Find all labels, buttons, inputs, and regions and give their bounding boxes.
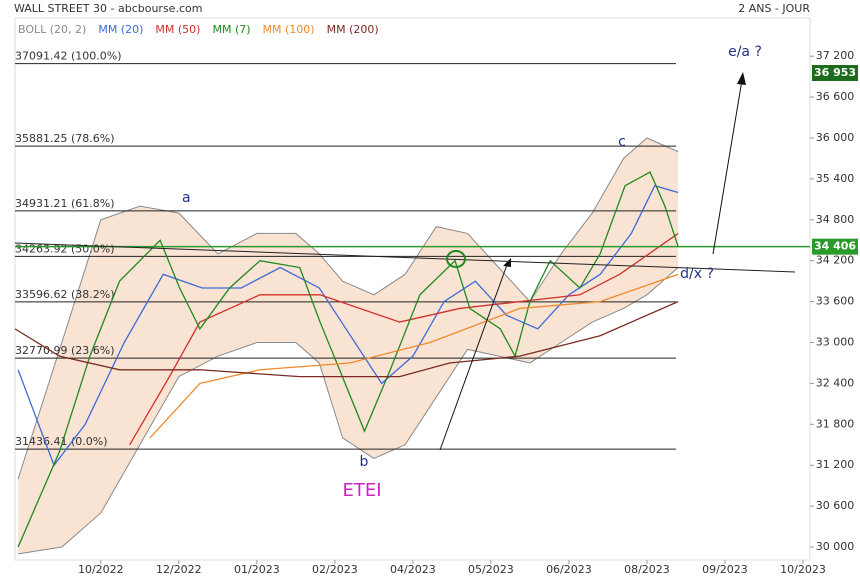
line-series [14,301,679,378]
bollinger-lower [18,267,679,555]
price-label: 36 953 [814,66,856,79]
legend-entry: MM (200) [327,23,379,36]
fib-label: 34931.21 (61.8%) [15,197,115,210]
legend-entry: MM (7) [212,23,250,36]
wave-label: d/x ? [680,266,714,282]
x-tick-label: 01/2023 [234,563,280,576]
pattern-label: ETEI [342,480,381,501]
y-tick-label: 33 000 [816,336,855,349]
chart-subtitle: 2 ANS - JOUR [738,2,810,15]
x-tick-label: 05/2023 [468,563,514,576]
price-box [812,65,858,82]
x-tick-label: 09/2023 [702,563,748,576]
x-tick-label: 04/2023 [390,563,436,576]
arrow-line [712,79,743,255]
legend: BOLL (20, 2) MM (20) MM (50) MM (7) MM (100)… [18,23,379,36]
arrow-head [737,72,746,85]
plot: 37091.42 (100.0%) 35881.25 (78.6%) 34931.2… [14,17,858,576]
fib-label: 32770.99 (23.6%) [15,344,115,357]
y-tick-label: 30 000 [816,540,855,553]
trend-line [14,242,796,273]
fib-label: 33596.62 (38.2%) [15,288,115,301]
legend-entry: MM (20) [98,23,143,36]
wave-label: b [360,454,369,470]
y-tick-label: 34 200 [816,254,855,267]
y-tick-label: 33 600 [816,295,855,308]
fib-label: 31436.41 (0.0%) [15,435,108,448]
y-tick-label: 36 000 [816,131,855,144]
x-tick-label: 08/2023 [624,563,670,576]
fib-label: 34263.92 (50.0%) [15,242,115,255]
y-tick-label: 35 400 [816,172,855,185]
wave-label: a [182,190,191,206]
y-tick-label: 36 600 [816,90,855,103]
bollinger-fill [18,137,679,554]
bollinger-upper [17,137,679,480]
legend-entry: MM (100) [263,23,315,36]
x-tick-label: 06/2023 [546,563,592,576]
y-tick-label: 31 200 [816,458,855,471]
x-tick-label: 02/2023 [312,563,358,576]
price-label: 34 406 [814,240,856,253]
y-tick-label: 31 800 [816,417,855,430]
wave-label: c [618,134,626,150]
y-tick-label: 37 200 [816,49,855,62]
x-tick-label: 12/2022 [156,563,202,576]
price-box [812,238,858,255]
x-tick-label: 10/2023 [780,563,826,576]
line-series [17,171,679,548]
x-tick-label: 10/2022 [78,563,124,576]
arrow-head [503,258,511,267]
y-tick-label: 30 600 [816,499,855,512]
chart-title: WALL STREET 30 - abcbourse.com [14,2,202,15]
legend-entry: MM (50) [155,23,200,36]
wave-label: e/a ? [728,44,762,60]
fib-label: 35881.25 (78.6%) [15,132,115,145]
line-series [129,232,679,446]
y-tick-label: 34 800 [816,213,855,226]
arrow-line [439,261,509,451]
highlight-circle [446,250,466,268]
line-series [17,184,679,467]
y-tick-label: 32 400 [816,376,855,389]
line-series [149,273,679,439]
fib-label: 37091.42 (100.0%) [15,50,122,63]
legend-entry: BOLL (20, 2) [18,23,86,36]
